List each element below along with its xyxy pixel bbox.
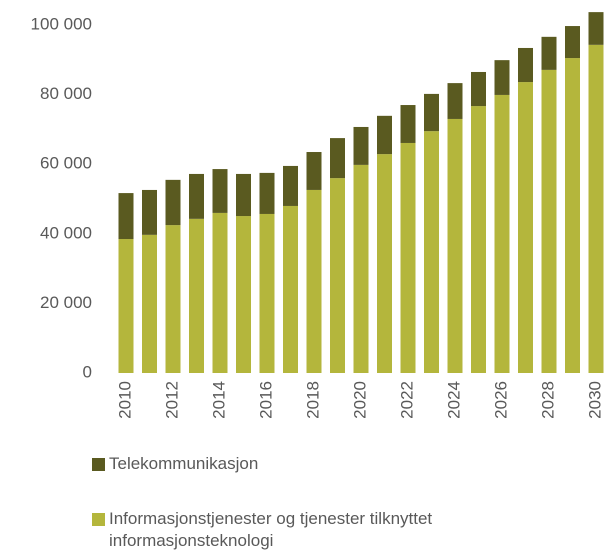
bar-segment (118, 193, 134, 240)
x-tick-label: 2026 (491, 381, 510, 419)
x-tick-label: 2024 (444, 381, 463, 419)
y-tick-label: 100 000 (31, 14, 92, 33)
bar-segment (541, 69, 557, 373)
x-tick-label: 2022 (397, 381, 416, 419)
legend-swatch (92, 458, 105, 471)
bar-segment (212, 169, 228, 213)
bar-segment (424, 131, 439, 373)
y-tick-label: 60 000 (40, 154, 92, 173)
x-tick-label: 2010 (115, 381, 134, 419)
bar-segment (447, 118, 463, 374)
bar-segment (142, 234, 157, 373)
bar-segment (541, 36, 557, 70)
bar-segment (588, 44, 604, 373)
bar-segment (283, 165, 298, 206)
bar-segment (118, 239, 134, 373)
bar-segment (142, 189, 157, 235)
chart: 0 20 000 40 000 60 000 80 000 100 000 2010 2012… (31, 12, 604, 419)
y-tick-label: 0 (83, 362, 92, 381)
x-tick-label: 2018 (303, 381, 322, 419)
x-tick-label: 2014 (209, 381, 228, 419)
bar-segment (306, 189, 322, 373)
bar-segment (259, 213, 275, 373)
x-tick-label: 2028 (538, 381, 557, 419)
bar-segment (330, 138, 345, 179)
bar-segment (306, 152, 322, 190)
x-tick-label: 2020 (350, 381, 369, 419)
y-tick-label: 40 000 (40, 223, 92, 242)
bar-segment (565, 58, 580, 374)
bar-segment (330, 178, 345, 373)
x-tick-label: 2012 (162, 381, 181, 419)
bar-segment (518, 82, 533, 374)
legend-label: Telekommunikasjon (109, 454, 259, 473)
x-tick-label: 2016 (256, 381, 275, 419)
legend-swatch (92, 513, 105, 526)
bar-segment (494, 94, 510, 373)
bar-segment (189, 173, 204, 219)
bar-segment (353, 164, 369, 373)
bar-segment (259, 172, 275, 214)
bar-segment (471, 106, 486, 374)
bar-segment (353, 126, 369, 165)
bar-segment (236, 216, 251, 373)
bar-segment (494, 60, 510, 95)
bar-segment (588, 12, 604, 45)
bar-segment (518, 47, 533, 83)
bar-segment (424, 93, 439, 132)
bar-segment (471, 71, 486, 107)
legend-item: Informasjonstjenester og tjenester tilkn… (92, 508, 509, 552)
y-tick-label: 20 000 (40, 293, 92, 312)
legend-item: Telekommunikasjon (92, 453, 509, 475)
bar-segment (377, 115, 392, 155)
x-tick-label: 2030 (585, 381, 604, 419)
bar-segment (165, 179, 181, 226)
bar-segment (447, 83, 463, 119)
bar-segment (236, 173, 251, 217)
legend-label: Informasjonstjenester og tjenester tilkn… (109, 509, 433, 550)
bar-segment (189, 218, 204, 373)
y-tick-label: 80 000 (40, 84, 92, 103)
bar-segment (212, 212, 228, 373)
bar-segment (283, 205, 298, 373)
bar-segment (377, 154, 392, 373)
bar-segment (565, 26, 580, 59)
bar-segment (400, 105, 416, 143)
bar-segment (165, 225, 181, 373)
bar-segment (400, 142, 416, 373)
